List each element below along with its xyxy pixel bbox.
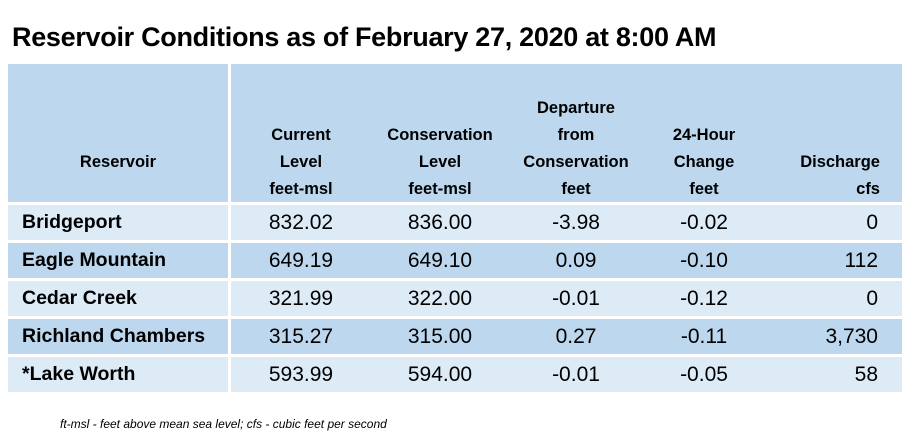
header-reservoir: Reservoir [8,64,231,176]
table-row: Cedar Creek 321.99 322.00 -0.01 -0.12 0 [8,281,902,319]
reservoir-name: Richland Chambers [8,319,231,357]
unit-current-level: feet-msl [231,176,371,205]
header-current-level: Current Level [231,64,371,176]
conservation-level-value: 322.00 [371,281,509,319]
header-24-hour-change: 24-Hour Change [643,64,765,176]
discharge-value: 3,730 [765,319,902,357]
discharge-value: 58 [765,357,902,395]
page-title: Reservoir Conditions as of February 27, … [12,22,717,52]
discharge-value: 112 [765,243,902,281]
discharge-value: 0 [765,205,902,243]
unit-reservoir [8,176,231,205]
header-departure: Departure from Conservation [509,64,643,176]
footnote: ft-msl - feet above mean sea level; cfs … [60,417,387,431]
unit-conservation-level: feet-msl [371,176,509,205]
current-level-value: 321.99 [231,281,371,319]
table-row: Eagle Mountain 649.19 649.10 0.09 -0.10 … [8,243,902,281]
table-row: Bridgeport 832.02 836.00 -3.98 -0.02 0 [8,205,902,243]
conservation-level-value: 836.00 [371,205,509,243]
change-value: -0.12 [643,281,765,319]
unit-departure: feet [509,176,643,205]
unit-24-hour-change: feet [643,176,765,205]
current-level-value: 315.27 [231,319,371,357]
reservoir-name: Bridgeport [8,205,231,243]
departure-value: -0.01 [509,281,643,319]
departure-value: 0.09 [509,243,643,281]
header-conservation-level: Conservation Level [371,64,509,176]
change-value: -0.05 [643,357,765,395]
reservoir-name: Cedar Creek [8,281,231,319]
departure-value: -0.01 [509,357,643,395]
reservoir-table: Reservoir Current Level Conservation Lev… [8,64,902,395]
conservation-level-value: 594.00 [371,357,509,395]
departure-value: 0.27 [509,319,643,357]
unit-discharge: cfs [765,176,902,205]
change-value: -0.11 [643,319,765,357]
conservation-level-value: 315.00 [371,319,509,357]
current-level-value: 593.99 [231,357,371,395]
current-level-value: 649.19 [231,243,371,281]
discharge-value: 0 [765,281,902,319]
change-value: -0.02 [643,205,765,243]
header-discharge: Discharge [765,64,902,176]
header-row: Reservoir Current Level Conservation Lev… [8,64,902,176]
reservoir-name: Eagle Mountain [8,243,231,281]
departure-value: -3.98 [509,205,643,243]
table-row: Richland Chambers 315.27 315.00 0.27 -0.… [8,319,902,357]
conservation-level-value: 649.10 [371,243,509,281]
reservoir-name: *Lake Worth [8,357,231,395]
current-level-value: 832.02 [231,205,371,243]
table-row: *Lake Worth 593.99 594.00 -0.01 -0.05 58 [8,357,902,395]
change-value: -0.10 [643,243,765,281]
units-row: feet-msl feet-msl feet feet cfs [8,176,902,205]
